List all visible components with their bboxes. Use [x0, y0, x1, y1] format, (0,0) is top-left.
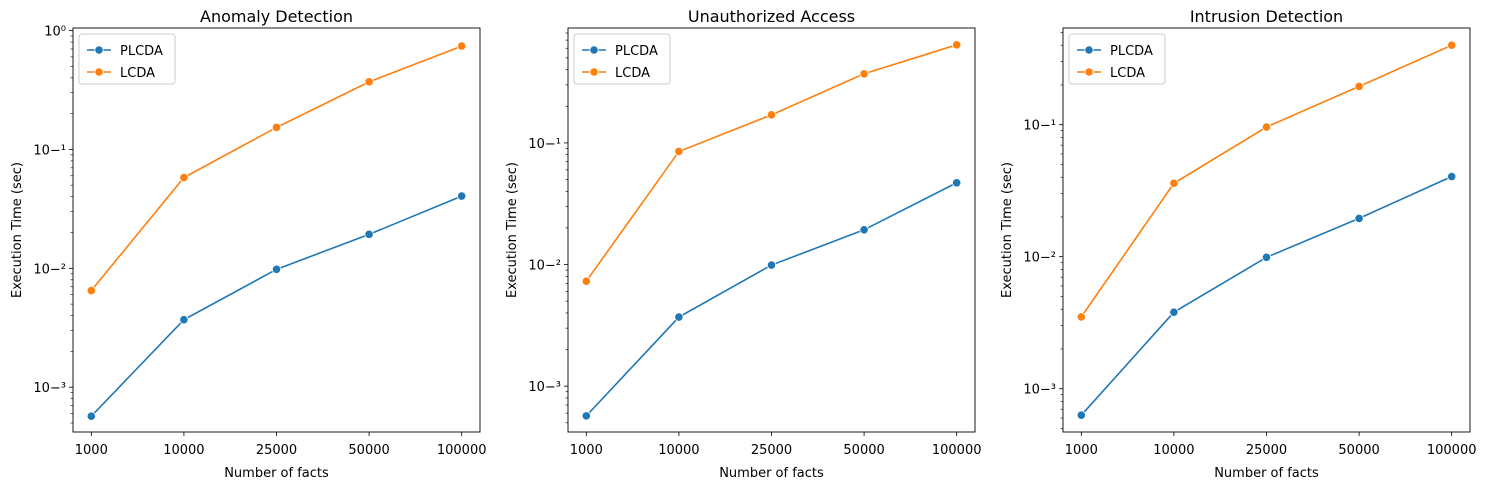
x-axis-label: Number of facts	[1214, 466, 1319, 481]
data-point-lcda	[859, 69, 869, 79]
data-point-lcda	[1169, 178, 1179, 188]
x-tick-label: 100000	[437, 443, 487, 458]
x-axis-label: Number of facts	[224, 466, 329, 481]
y-tick-label: 10−³	[33, 381, 66, 396]
series-line-lcda	[1080, 44, 1453, 318]
x-axis-label: Number of facts	[719, 466, 824, 481]
data-point-plcda	[674, 312, 684, 322]
data-point-plcda	[581, 411, 591, 421]
data-point-plcda	[271, 264, 282, 274]
legend-label-plcda: PLCDA	[120, 44, 163, 59]
y-axis-label: Execution Time (sec)	[505, 162, 520, 298]
y-tick-label: 10−¹	[1023, 119, 1056, 134]
chart-title: Anomaly Detection	[200, 7, 353, 26]
y-tick-label: 10−²	[528, 259, 561, 274]
data-point-plcda	[766, 260, 777, 270]
data-point-lcda	[86, 285, 96, 296]
legend: PLCDA LCDA	[1068, 33, 1166, 85]
legend: PLCDA LCDA	[78, 33, 176, 85]
data-point-plcda	[179, 315, 189, 325]
series-line-plcda	[90, 195, 462, 417]
x-tick-label: 10000	[658, 443, 699, 458]
chart-title: Intrusion Detection	[1190, 7, 1343, 26]
data-point-plcda	[1169, 307, 1179, 317]
series-line-plcda	[585, 182, 958, 417]
data-point-lcda	[1076, 312, 1086, 322]
y-axis-label: Execution Time (sec)	[1000, 162, 1015, 298]
data-point-plcda	[364, 229, 374, 239]
chart-panel-2: Unauthorized Access 10−³ 10−² 10−¹ 1000 10000…	[505, 7, 982, 481]
data-point-lcda	[581, 276, 591, 286]
series-line-plcda	[1080, 175, 1453, 416]
data-point-lcda	[1261, 122, 1272, 132]
legend-marker-plcda	[589, 45, 599, 55]
legend-marker-plcda	[94, 45, 104, 55]
legend-marker-plcda	[1084, 45, 1094, 55]
x-tick-label: 50000	[1338, 443, 1379, 458]
legend-marker-lcda	[94, 67, 104, 77]
x-tick-label: 10000	[163, 443, 204, 458]
x-tick-label: 100000	[1427, 443, 1477, 458]
x-tick-label: 1000	[570, 443, 603, 458]
y-axis-label: Execution Time (sec)	[10, 162, 25, 298]
chart-title: Unauthorized Access	[688, 7, 855, 26]
legend-label-lcda: LCDA	[120, 66, 155, 81]
data-point-lcda	[179, 172, 189, 183]
plot-frame	[72, 27, 481, 433]
data-point-lcda	[457, 41, 467, 51]
legend-label-plcda: PLCDA	[1110, 44, 1153, 59]
legend-label-lcda: LCDA	[1110, 66, 1145, 81]
legend-label-plcda: PLCDA	[615, 44, 658, 59]
x-tick-label: 25000	[751, 443, 792, 458]
legend-marker-lcda	[589, 67, 599, 77]
chart-panel-3: Intrusion Detection 10−³ 10−² 10−¹ 1000 10000…	[1000, 7, 1477, 481]
data-point-lcda	[1354, 81, 1364, 91]
data-point-plcda	[86, 411, 96, 421]
data-point-lcda	[952, 40, 962, 50]
data-point-lcda	[674, 146, 684, 157]
y-tick-label: 10−²	[33, 262, 66, 277]
legend-label-lcda: LCDA	[615, 66, 650, 81]
y-tick-label: 10−³	[1023, 383, 1056, 398]
data-point-plcda	[859, 225, 869, 235]
plot-frame	[567, 27, 976, 433]
y-tick-label: 10−³	[528, 380, 561, 395]
x-tick-label: 25000	[256, 443, 297, 458]
data-point-plcda	[457, 191, 467, 201]
y-tick-label: 10−¹	[528, 137, 561, 152]
data-point-plcda	[1261, 252, 1272, 262]
y-tick-label: 10⁰	[44, 25, 66, 40]
x-tick-label: 1000	[1065, 443, 1098, 458]
data-point-plcda	[1076, 410, 1086, 420]
x-tick-label: 50000	[348, 443, 389, 458]
data-point-lcda	[766, 110, 777, 120]
data-point-lcda	[271, 122, 282, 133]
data-point-plcda	[1354, 213, 1364, 224]
chart-panel-1: Anomaly Detection 10−³ 10−² 10−¹ 10⁰ 1000 1000…	[10, 7, 487, 481]
data-point-plcda	[952, 178, 962, 188]
x-tick-label: 10000	[1153, 443, 1194, 458]
data-point-plcda	[1447, 171, 1457, 182]
x-tick-label: 50000	[843, 443, 884, 458]
x-tick-label: 1000	[75, 443, 108, 458]
legend: PLCDA LCDA	[573, 33, 671, 85]
data-point-lcda	[1447, 40, 1457, 50]
data-point-lcda	[364, 77, 374, 87]
legend-marker-lcda	[1084, 67, 1094, 77]
plot-frame	[1062, 27, 1471, 433]
y-tick-label: 10−¹	[33, 143, 66, 158]
y-tick-label: 10−²	[1023, 251, 1056, 266]
x-tick-label: 100000	[932, 443, 982, 458]
x-tick-label: 25000	[1246, 443, 1287, 458]
